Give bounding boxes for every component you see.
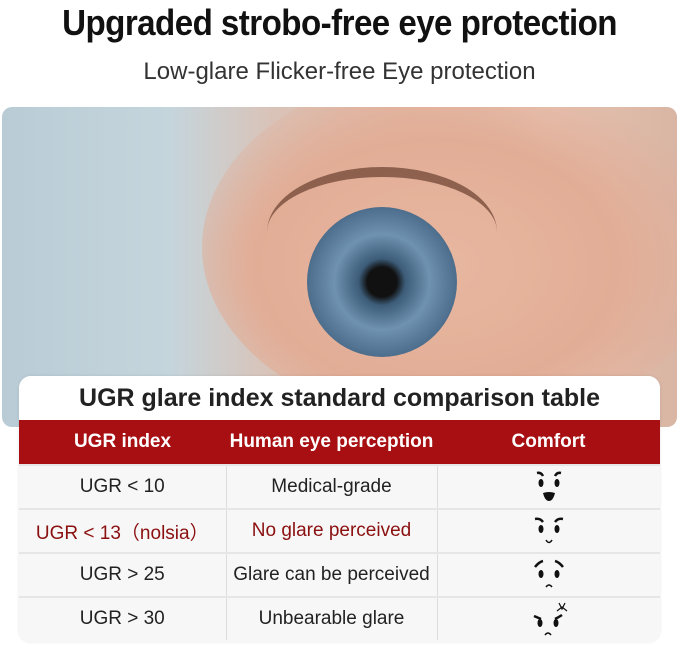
smile-face-icon <box>534 517 563 544</box>
header-comfort: Comfort <box>437 420 660 465</box>
ugr-index-cell: UGR > 25 <box>19 552 227 597</box>
headline: Upgraded strobo-free eye protection <box>62 2 617 43</box>
table-row: UGR > 30 Unbearable glare <box>19 596 660 640</box>
header-ugr-index: UGR index <box>19 420 226 465</box>
worried-face-icon <box>533 559 564 588</box>
table-title: UGR glare index standard comparison tabl… <box>19 376 660 420</box>
subheadline: Low-glare Flicker-free Eye protection <box>143 58 536 85</box>
table-row: UGR > 25 Glare can be perceived <box>19 552 660 597</box>
table-row: UGR < 10 Medical-grade <box>19 464 660 509</box>
table-row-highlighted: UGR < 13（nolsia） No glare perceived <box>19 508 660 553</box>
eye-photo <box>2 107 677 427</box>
angry-face-icon <box>533 602 568 636</box>
ugr-comparison-card: UGR glare index standard comparison tabl… <box>19 376 660 642</box>
header-perception: Human eye perception <box>226 420 437 465</box>
ugr-table: UGR index Human eye perception Comfort U… <box>19 420 660 640</box>
perception-cell: Unbearable glare <box>226 596 438 640</box>
happy-face-icon <box>536 471 562 501</box>
ugr-index-cell: UGR > 30 <box>19 596 227 640</box>
ugr-index-cell: UGR < 13（nolsia） <box>19 508 227 553</box>
table-header-row: UGR index Human eye perception Comfort <box>19 420 660 465</box>
ugr-index-cell: UGR < 10 <box>19 464 227 509</box>
perception-cell: Glare can be perceived <box>226 552 438 597</box>
headline-container: Upgraded strobo-free eye protection <box>0 0 679 46</box>
perception-cell: Medical-grade <box>226 464 438 509</box>
perception-cell: No glare perceived <box>226 508 438 553</box>
